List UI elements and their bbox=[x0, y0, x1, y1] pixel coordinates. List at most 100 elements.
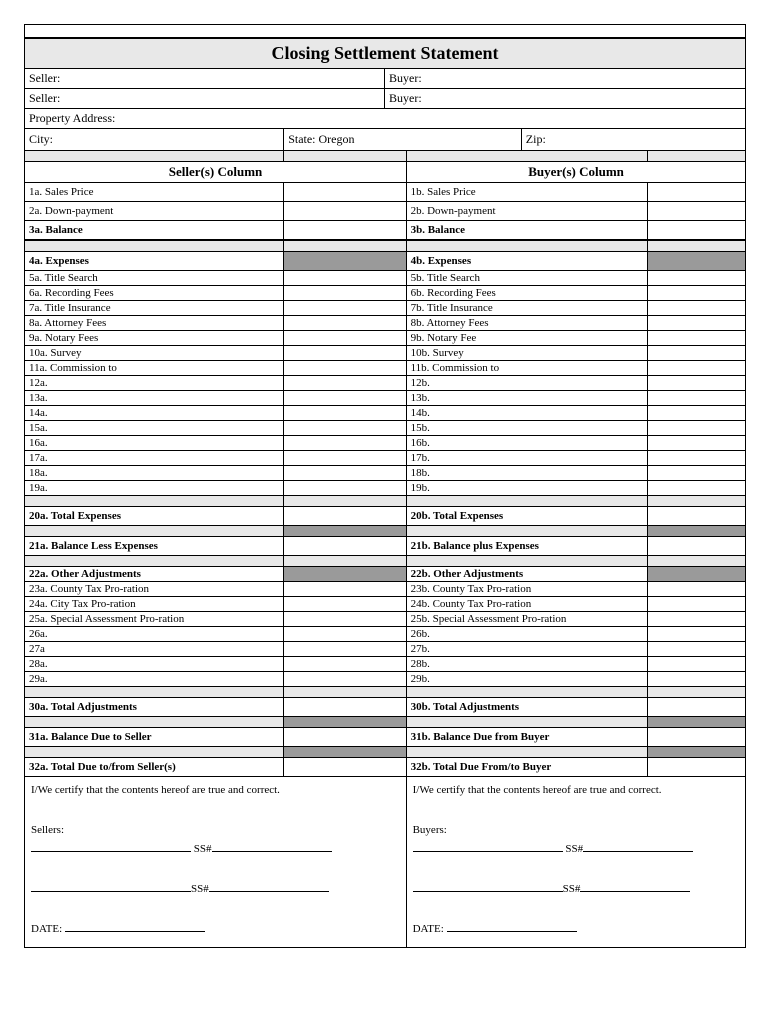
r8a-val[interactable] bbox=[284, 316, 406, 330]
r6b-val[interactable] bbox=[648, 286, 745, 300]
r17a-val[interactable] bbox=[284, 451, 406, 465]
r15b-val[interactable] bbox=[648, 421, 745, 435]
r25b-val[interactable] bbox=[648, 612, 745, 626]
r30a-val[interactable] bbox=[284, 698, 406, 716]
r24a: 24a. City Tax Pro-ration bbox=[25, 597, 284, 611]
seller-ss-2[interactable] bbox=[209, 891, 329, 892]
r3b-val[interactable] bbox=[648, 221, 745, 239]
r16b-val[interactable] bbox=[648, 436, 745, 450]
spacer-4 bbox=[25, 526, 745, 537]
r23a-val[interactable] bbox=[284, 582, 406, 596]
r31a-val[interactable] bbox=[284, 728, 406, 746]
buyer-ss-1[interactable] bbox=[583, 851, 693, 852]
r24b-val[interactable] bbox=[648, 597, 745, 611]
row-24: 24a. City Tax Pro-ration24b. County Tax … bbox=[25, 597, 745, 612]
r12b: 12b. bbox=[407, 376, 648, 390]
r6a-val[interactable] bbox=[284, 286, 406, 300]
r12a-val[interactable] bbox=[284, 376, 406, 390]
buyer-sig-2[interactable] bbox=[413, 891, 563, 892]
buyer-ss-2[interactable] bbox=[580, 891, 690, 892]
r11a-val[interactable] bbox=[284, 361, 406, 375]
r1b: 1b. Sales Price bbox=[407, 183, 648, 201]
r4a-val bbox=[284, 252, 406, 270]
row-14: 14a.14b. bbox=[25, 406, 745, 421]
row-15: 15a.15b. bbox=[25, 421, 745, 436]
seller-sig-1[interactable] bbox=[31, 851, 191, 852]
r31a: 31a. Balance Due to Seller bbox=[25, 728, 284, 746]
buyer-sig-1[interactable] bbox=[413, 851, 563, 852]
r5b: 5b. Title Search bbox=[407, 271, 648, 285]
r10a-val[interactable] bbox=[284, 346, 406, 360]
r10b-val[interactable] bbox=[648, 346, 745, 360]
spacer-3 bbox=[25, 496, 745, 507]
r27b-val[interactable] bbox=[648, 642, 745, 656]
r15a-val[interactable] bbox=[284, 421, 406, 435]
r26b-val[interactable] bbox=[648, 627, 745, 641]
seller-ss-1[interactable] bbox=[212, 851, 332, 852]
r5a-val[interactable] bbox=[284, 271, 406, 285]
r30a: 30a. Total Adjustments bbox=[25, 698, 284, 716]
row-12: 12a. 12b. bbox=[25, 376, 745, 391]
ss-label-3: SS# bbox=[565, 843, 583, 855]
row-6: 6a. Recording Fees6b. Recording Fees bbox=[25, 286, 745, 301]
row-18: 18a.18b. bbox=[25, 466, 745, 481]
r26a-val[interactable] bbox=[284, 627, 406, 641]
r2a-val[interactable] bbox=[284, 202, 406, 220]
buyer-date[interactable] bbox=[447, 931, 577, 932]
r7b: 7b. Title Insurance bbox=[407, 301, 648, 315]
r6a: 6a. Recording Fees bbox=[25, 286, 284, 300]
r24a-val[interactable] bbox=[284, 597, 406, 611]
r16a-val[interactable] bbox=[284, 436, 406, 450]
r3a-val[interactable] bbox=[284, 221, 406, 239]
r25a-val[interactable] bbox=[284, 612, 406, 626]
r2b-val[interactable] bbox=[648, 202, 745, 220]
seller-date[interactable] bbox=[65, 931, 205, 932]
certification-row: I/We certify that the contents hereof ar… bbox=[25, 777, 745, 947]
r18a-val[interactable] bbox=[284, 466, 406, 480]
r9a-val[interactable] bbox=[284, 331, 406, 345]
r19b-val[interactable] bbox=[648, 481, 745, 495]
r21b-val[interactable] bbox=[648, 537, 745, 555]
r32b-val[interactable] bbox=[648, 758, 745, 776]
row-29: 29a.29b. bbox=[25, 672, 745, 687]
r7a-val[interactable] bbox=[284, 301, 406, 315]
r20a: 20a. Total Expenses bbox=[25, 507, 284, 525]
r9b-val[interactable] bbox=[648, 331, 745, 345]
r5b-val[interactable] bbox=[648, 271, 745, 285]
r23b-val[interactable] bbox=[648, 582, 745, 596]
row-13: 13a.13b. bbox=[25, 391, 745, 406]
r1b-val[interactable] bbox=[648, 183, 745, 201]
r12b-val[interactable] bbox=[648, 376, 745, 390]
r29a-val[interactable] bbox=[284, 672, 406, 686]
r13a-val[interactable] bbox=[284, 391, 406, 405]
party-row-2: Seller: Buyer: bbox=[25, 89, 745, 109]
r21a-val[interactable] bbox=[284, 537, 406, 555]
r5a: 5a. Title Search bbox=[25, 271, 284, 285]
r22a: 22a. Other Adjustments bbox=[25, 567, 284, 581]
r19a-val[interactable] bbox=[284, 481, 406, 495]
buyers-label: Buyers: bbox=[413, 824, 447, 836]
r28a-val[interactable] bbox=[284, 657, 406, 671]
r22b: 22b. Other Adjustments bbox=[407, 567, 648, 581]
r17b-val[interactable] bbox=[648, 451, 745, 465]
r20b-val[interactable] bbox=[648, 507, 745, 525]
r31b-val[interactable] bbox=[648, 728, 745, 746]
r11b-val[interactable] bbox=[648, 361, 745, 375]
r18b-val[interactable] bbox=[648, 466, 745, 480]
r32a-val[interactable] bbox=[284, 758, 406, 776]
r14b-val[interactable] bbox=[648, 406, 745, 420]
r29b-val[interactable] bbox=[648, 672, 745, 686]
r30b-val[interactable] bbox=[648, 698, 745, 716]
seller-sig-2[interactable] bbox=[31, 891, 191, 892]
r2b: 2b. Down-payment bbox=[407, 202, 648, 220]
r28b-val[interactable] bbox=[648, 657, 745, 671]
r27a-val[interactable] bbox=[284, 642, 406, 656]
r7b-val[interactable] bbox=[648, 301, 745, 315]
r1a-val[interactable] bbox=[284, 183, 406, 201]
r20a-val[interactable] bbox=[284, 507, 406, 525]
r14a-val[interactable] bbox=[284, 406, 406, 420]
r12a: 12a. bbox=[25, 376, 284, 390]
r13b-val[interactable] bbox=[648, 391, 745, 405]
city-label: City: bbox=[25, 129, 284, 150]
r8b-val[interactable] bbox=[648, 316, 745, 330]
